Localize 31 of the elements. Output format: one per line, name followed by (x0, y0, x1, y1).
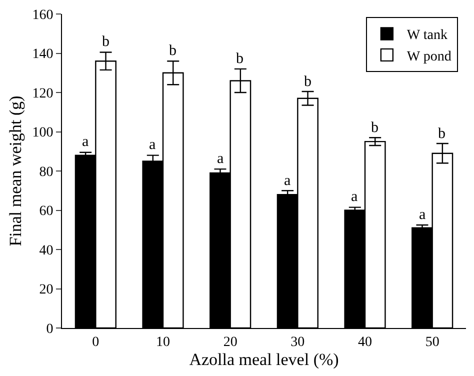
x-tick-label: 10 (156, 334, 170, 350)
y-tick-label: 40 (39, 243, 54, 258)
annotation: a (149, 137, 156, 153)
x-tick-label: 30 (290, 334, 305, 350)
y-tick-label: 60 (39, 204, 54, 220)
annotation: b (102, 34, 110, 50)
y-tick-label: 20 (39, 282, 54, 298)
y-tick-label: 80 (39, 164, 54, 180)
x-tick-label: 40 (358, 334, 372, 350)
annotation: b (304, 74, 312, 90)
annotation: b (236, 51, 244, 67)
x-axis-title: Azolla meal level (%) (189, 350, 339, 370)
y-tick-label: 140 (32, 47, 54, 62)
annotation: b (169, 43, 176, 59)
y-axis-title: Final mean weight (g) (6, 96, 25, 246)
legend-label: W pond (406, 49, 452, 64)
annotation: a (82, 134, 89, 150)
annotation: a (351, 189, 358, 205)
x-tick-label: 20 (223, 334, 238, 350)
annotation: b (371, 120, 378, 136)
annotation: a (217, 151, 224, 167)
legend-label: W tank (406, 28, 448, 44)
y-tick-label: 120 (32, 86, 54, 102)
x-tick-label: 50 (425, 334, 440, 350)
annotation: a (284, 173, 291, 189)
annotation: b (438, 126, 446, 142)
y-tick-label: 160 (32, 8, 54, 23)
y-tick-label: 100 (32, 126, 54, 141)
x-tick-label: 0 (92, 334, 100, 350)
annotation: a (419, 207, 426, 223)
y-tick-label: 0 (46, 322, 54, 337)
